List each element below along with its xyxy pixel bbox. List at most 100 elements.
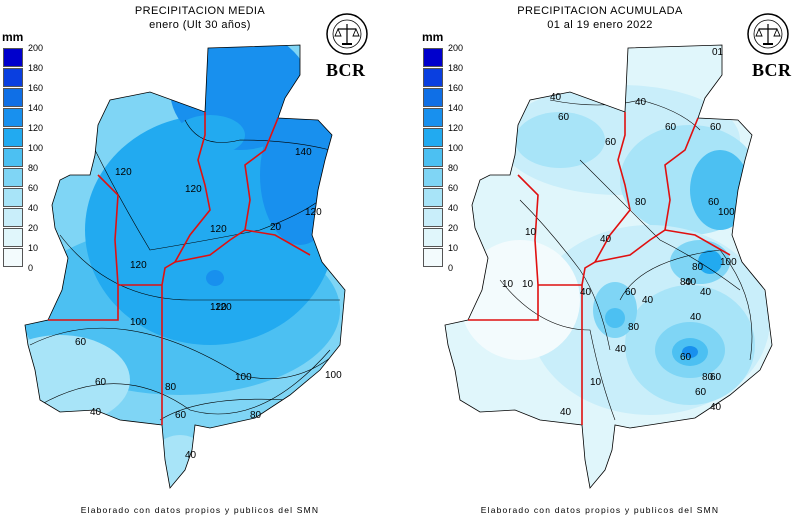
legend-tick-label: 120 [28,123,44,133]
legend-swatch [423,148,443,167]
isoline-label: 40 [615,344,627,355]
isoline-label: 40 [685,277,697,288]
isoline-label: 80 [635,197,647,208]
legend-tick-label: 10 [28,243,39,253]
legend-unit: mm [422,30,444,44]
isoline-label: 60 [710,372,722,383]
brand-logo: BCR [326,60,366,80]
legend-swatch [423,108,443,127]
legend-tick-label: 0 [448,263,454,273]
isoline-label: 80 [692,262,704,273]
isoline-label: 60 [710,122,722,133]
legend-tick-label: 60 [28,183,39,193]
isoline-label: 120 [115,167,132,178]
isoline-label: 60 [175,410,187,421]
legend-tick-label: 20 [28,223,39,233]
isoline-label: 80 [250,410,262,421]
legend-tick-label: 10 [448,243,459,253]
isoline-label: 60 [680,352,692,363]
legend-tick-label: 40 [28,203,39,213]
isoline-label: 80 [702,372,714,383]
map-subtitle: enero (Ult 30 años) [149,19,251,31]
legend-tick-label: 80 [448,163,459,173]
legend-swatch [423,208,443,227]
legend-swatch [3,188,23,207]
legend-swatch [423,228,443,247]
isoline-label: 10 [502,279,514,290]
legend-swatch [423,188,443,207]
legend-tick-label: 180 [448,63,464,73]
isoline-label: 01 [712,47,724,58]
legend-swatch [423,88,443,107]
isoline-label: 120 [210,302,227,313]
legend-tick-label: 80 [28,163,39,173]
isoline-label: 80 [165,382,177,393]
footer-credit: Elaborado con datos propios y publicos d… [80,505,320,515]
isoline-label: 40 [90,407,102,418]
legend-swatch [3,88,23,107]
legend-unit: mm [2,30,24,44]
isoline-label: 40 [710,402,722,413]
isoline-label: 60 [708,197,720,208]
isoline-label: 40 [600,234,612,245]
legend-tick-label: 20 [448,223,459,233]
map-title: PRECIPITACION MEDIA [134,5,266,17]
isoline-label: 60 [665,122,677,133]
isoline-label: 10 [522,279,534,290]
isoline-label: 40 [185,450,197,461]
legend-tick-label: 100 [28,143,44,153]
legend-tick-label: 200 [28,43,44,53]
isoline-label: 80 [628,322,640,333]
legend-tick-label: 60 [448,183,459,193]
bolsa-seal-icon [325,12,369,56]
isoline-label: 80 [680,277,692,288]
legend-swatch [3,48,23,67]
legend-swatch [3,228,23,247]
legend-swatch [3,168,23,187]
isoline-label: 120 [185,184,202,195]
province-borders [468,112,731,425]
isoline-label: 40 [690,312,702,323]
map-subtitle: 01 al 19 enero 2022 [547,19,653,31]
isoline-label: 40 [580,287,592,298]
legend-swatch [3,108,23,127]
legend-swatch [423,68,443,87]
isoline-label: 100 [325,370,342,381]
brand-logo: BCR [752,60,792,80]
isoline-label: 60 [625,287,637,298]
footer-credit: Elaborado con datos propios y publicos d… [480,505,720,515]
legend-swatch [3,248,23,267]
isoline-label: 60 [558,112,570,123]
legend-tick-label: 0 [28,263,34,273]
isoline-label: 100 [130,317,147,328]
panel-precipitacion-media: PRECIPITACION MEDIA enero (Ult 30 años) … [2,5,369,515]
isoline-label: 10 [590,377,602,388]
isoline-label: 60 [75,337,87,348]
isoline-label: 140 [295,147,312,158]
legend-tick-label: 40 [448,203,459,213]
isoline-label: 40 [550,92,562,103]
map-title: PRECIPITACION ACUMULADA [517,5,683,17]
isoline-label: 100 [720,257,737,268]
panel-precipitacion-acumulada: PRECIPITACION ACUMULADA 01 al 19 enero 2… [400,0,800,517]
isoline-label: 40 [700,287,712,298]
legend-tick-label: 120 [448,123,464,133]
isoline-label: 120 [210,224,227,235]
legend-tick-label: 140 [448,103,464,113]
isoline-label: 120 [130,260,147,271]
legend-swatch [423,128,443,147]
isoline-label: 60 [695,387,707,398]
isoline-label: 40 [635,97,647,108]
isoline-label: 100 [718,207,735,218]
legend-swatch [3,208,23,227]
bolsa-seal-icon [746,12,790,56]
legend-swatch [423,168,443,187]
isoline-label: 120 [215,302,232,313]
legend-tick-label: 180 [28,63,44,73]
legend-swatch [423,48,443,67]
legend-swatch [3,148,23,167]
